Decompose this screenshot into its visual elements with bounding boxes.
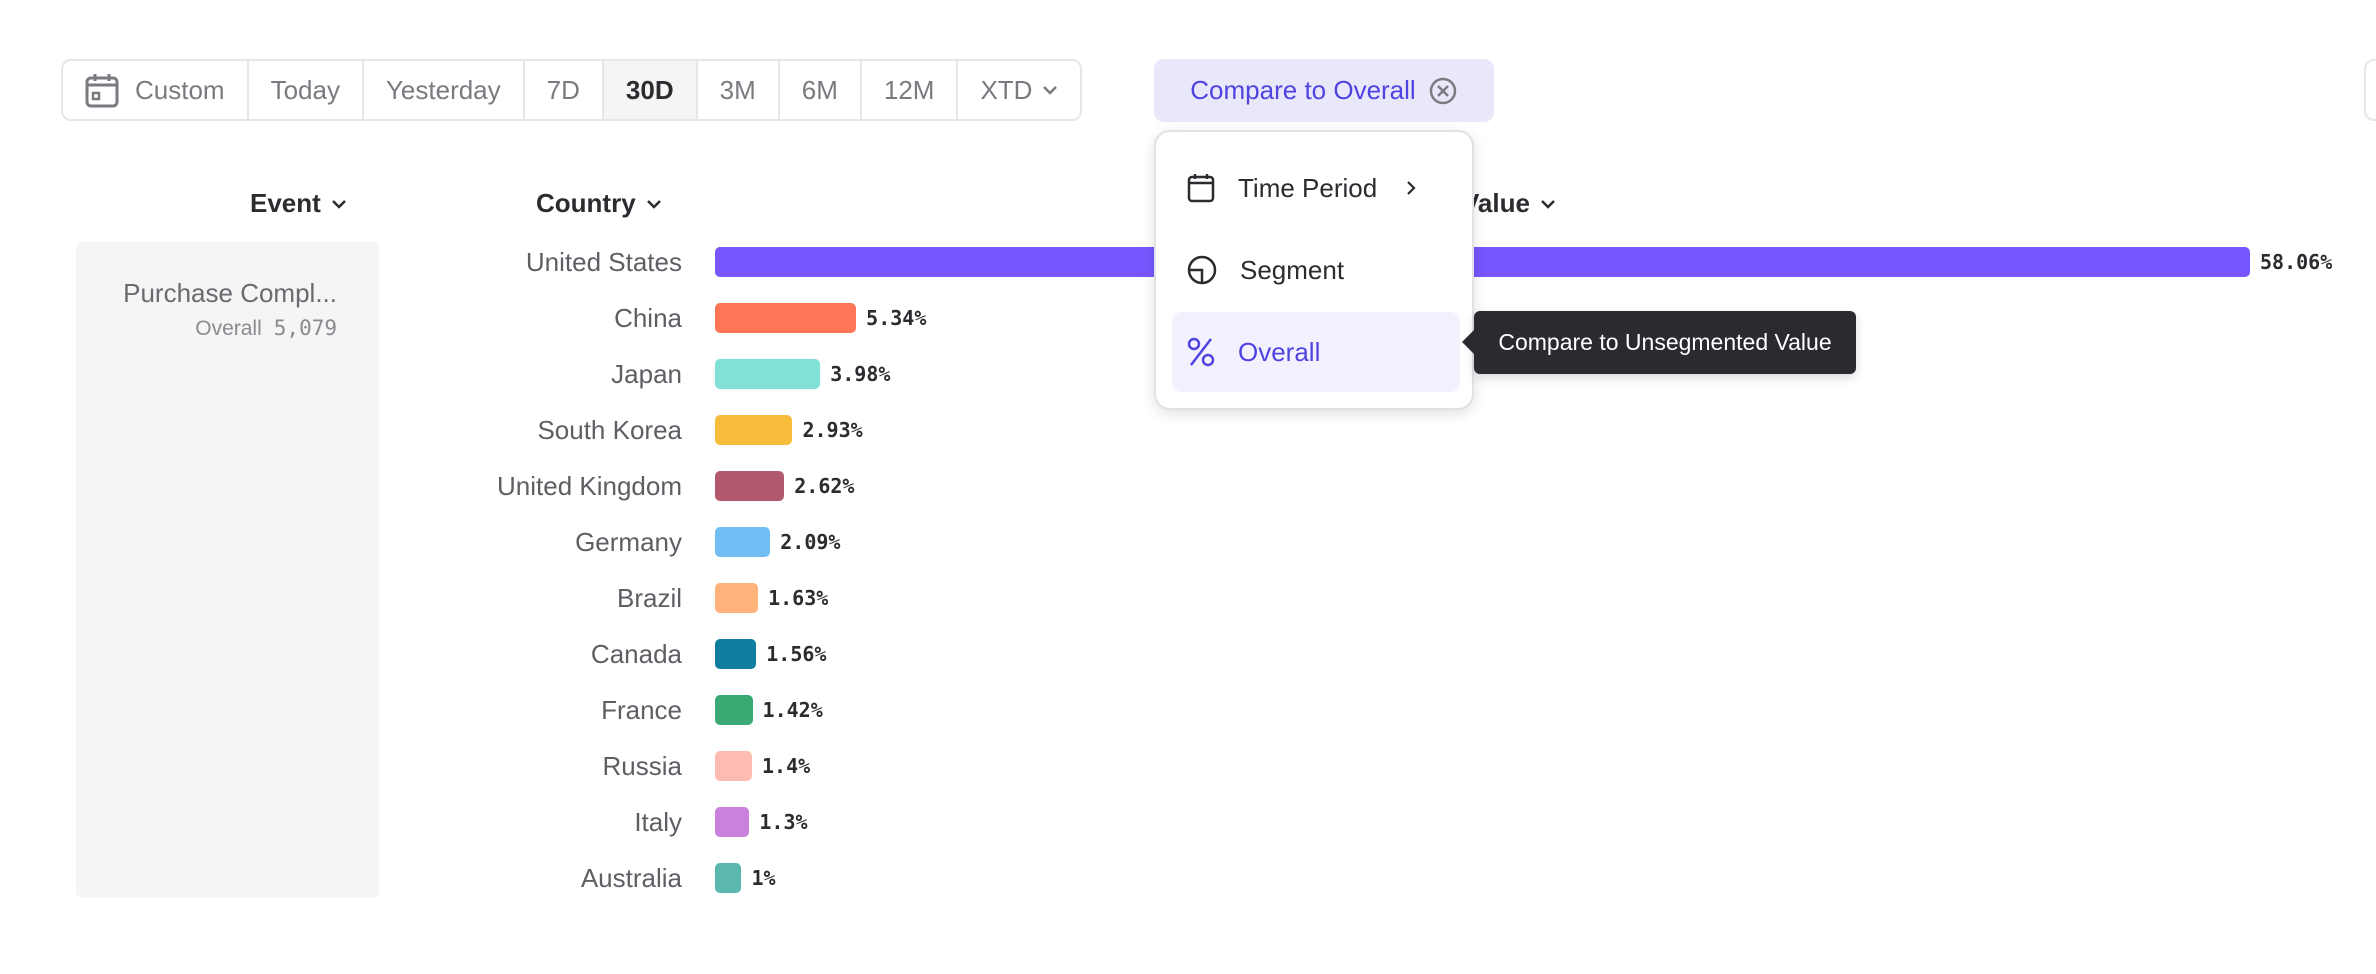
bar[interactable]: [715, 751, 752, 781]
bar[interactable]: [715, 247, 2250, 277]
event-panel: Purchase Compl... Overall 5,079: [76, 242, 379, 898]
chart-row: Italy 1.3%: [0, 807, 2376, 837]
chevron-down-icon: [1541, 199, 1555, 209]
compare-to-overall-button[interactable]: Compare to Overall: [1154, 59, 1494, 122]
chart-row: Japan 3.98%: [0, 359, 2376, 389]
range-3m[interactable]: 3M: [698, 61, 780, 119]
chevron-down-icon: [331, 199, 346, 209]
chevron-down-icon: [1043, 86, 1058, 95]
category-label: Canada: [590, 639, 682, 669]
value-label: 3.98%: [830, 362, 891, 386]
category-label: United States: [525, 247, 682, 277]
chart-row: United Kingdom 2.62%: [0, 471, 2376, 501]
menu-item-time-period[interactable]: Time Period: [1172, 148, 1460, 228]
category-label: South Korea: [537, 415, 682, 445]
toolbar-right-control[interactable]: [2364, 59, 2376, 121]
event-sub-label: Overall: [195, 317, 262, 340]
segment-icon: [1187, 255, 1217, 285]
value-label: 2.62%: [794, 474, 855, 498]
range-12m[interactable]: 12M: [862, 61, 959, 119]
chart-row: Canada 1.56%: [0, 639, 2376, 669]
calendar-icon: [85, 74, 119, 108]
range-yesterday[interactable]: Yesterday: [364, 61, 525, 119]
category-label: France: [601, 695, 682, 725]
value-label: 1.42%: [762, 698, 823, 722]
event-header-label: Event: [250, 188, 321, 218]
value-header[interactable]: Value: [1462, 188, 1556, 219]
range-6m[interactable]: 6M: [780, 61, 862, 119]
value-label: 1.3%: [759, 810, 808, 834]
event-name[interactable]: Purchase Compl...: [123, 278, 337, 308]
menu-item-label: Time Period: [1238, 172, 1378, 203]
menu-item-overall[interactable]: Overall: [1172, 312, 1460, 392]
custom-label: Custom: [135, 74, 225, 105]
category-label: Australia: [580, 863, 682, 893]
range-xtd[interactable]: XTD: [958, 61, 1080, 119]
tooltip-text: Compare to Unsegmented Value: [1498, 329, 1832, 355]
event-summary: Overall 5,079: [195, 316, 337, 341]
chart-row: United States 58.06%: [0, 247, 2376, 277]
menu-item-label: Overall: [1238, 336, 1321, 367]
calendar-icon: [1187, 174, 1215, 203]
bar[interactable]: [715, 583, 759, 613]
value-label: 1.56%: [766, 642, 827, 666]
country-header[interactable]: Country: [536, 188, 662, 219]
category-label: Japan: [611, 359, 682, 389]
chart-row: South Korea 2.93%: [0, 415, 2376, 445]
bar[interactable]: [715, 303, 857, 333]
range-30d[interactable]: 30D: [603, 61, 698, 119]
custom-range-button[interactable]: Custom: [63, 61, 249, 119]
value-label: 58.06%: [2260, 250, 2333, 274]
menu-item-segment[interactable]: Segment: [1172, 230, 1460, 310]
chart-row: Australia 1%: [0, 863, 2376, 893]
event-count: 5,079: [273, 316, 337, 340]
value-label: 1.4%: [762, 754, 811, 778]
bar[interactable]: [715, 527, 771, 557]
value-label: 5.34%: [866, 306, 927, 330]
category-label: Italy: [634, 807, 682, 837]
value-label: 1.63%: [768, 586, 829, 610]
xtd-label: XTD: [980, 74, 1033, 105]
range-today[interactable]: Today: [249, 61, 364, 119]
event-header[interactable]: Event: [250, 188, 347, 219]
bar[interactable]: [715, 863, 742, 893]
category-label: Germany: [575, 527, 682, 557]
bar[interactable]: [715, 639, 757, 669]
close-circle-icon[interactable]: [1428, 76, 1458, 106]
chart-row: China 5.34%: [0, 303, 2376, 333]
category-label: United Kingdom: [497, 471, 682, 501]
country-header-label: Country: [536, 188, 636, 218]
tooltip: Compare to Unsegmented Value: [1462, 311, 1856, 374]
chevron-right-icon: [1407, 181, 1416, 195]
chevron-down-icon: [646, 199, 661, 209]
bar[interactable]: [715, 415, 793, 445]
value-label: 2.93%: [802, 418, 863, 442]
chart-row: Russia 1.4%: [0, 751, 2376, 781]
compare-menu: Time Period Segment Overall: [1154, 130, 1474, 410]
value-label: 1%: [751, 866, 776, 890]
bar[interactable]: [715, 359, 821, 389]
chart-row: Germany 2.09%: [0, 527, 2376, 557]
category-label: Brazil: [616, 583, 682, 613]
range-7d[interactable]: 7D: [525, 61, 604, 119]
bar[interactable]: [715, 695, 753, 725]
bar[interactable]: [715, 807, 750, 837]
chart-row: Brazil 1.63%: [0, 583, 2376, 613]
bar[interactable]: [715, 471, 785, 501]
value-label: 2.09%: [780, 530, 841, 554]
category-label: Russia: [602, 751, 682, 781]
menu-item-label: Segment: [1240, 254, 1345, 285]
chart-row: France 1.42%: [0, 695, 2376, 725]
category-label: China: [614, 303, 682, 333]
percent-icon: [1187, 337, 1215, 367]
compare-label: Compare to Overall: [1190, 75, 1416, 105]
date-range-toolbar: Custom Today Yesterday 7D 30D 3M 6M 12M …: [61, 59, 1083, 121]
